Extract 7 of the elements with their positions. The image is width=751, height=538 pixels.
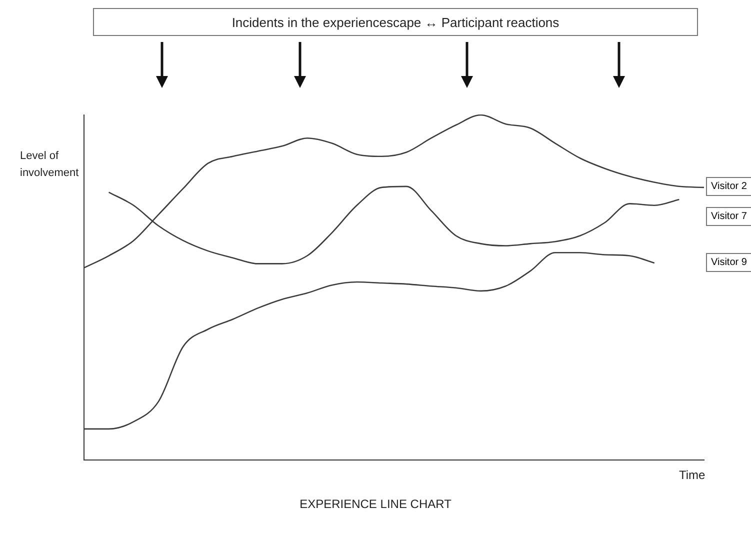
text: Visitor 7 <box>706 207 751 226</box>
text: Visitor 9 <box>706 253 751 272</box>
text: EXPERIENCE LINE CHART <box>298 497 452 511</box>
text: Incidents in the experiencescape ↔ Participant reactions <box>93 8 698 36</box>
x-axis-title: Time <box>679 468 706 482</box>
series-label: Visitor 2 <box>706 177 751 196</box>
y-axis-title: Level of involvement <box>20 149 80 181</box>
